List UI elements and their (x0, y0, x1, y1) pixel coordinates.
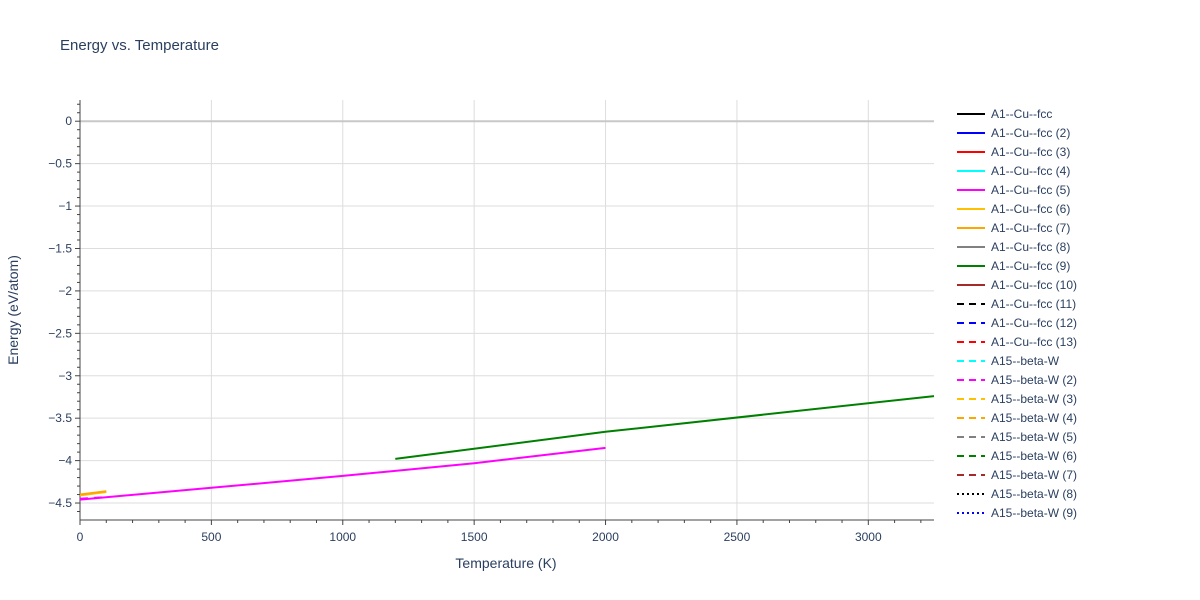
legend-item[interactable]: A1--Cu--fcc (13) (957, 335, 1077, 349)
plot-area[interactable] (79, 395, 935, 501)
y-tick-label: −0.5 (48, 157, 72, 171)
x-tick-label: 1000 (329, 530, 356, 544)
legend-label: A15--beta-W (9) (991, 506, 1077, 520)
legend-label: A1--Cu--fcc (8) (991, 240, 1070, 254)
y-tick-label: −3.5 (48, 411, 72, 425)
x-tick-label: 2000 (592, 530, 619, 544)
x-axis-title: Temperature (K) (455, 555, 556, 571)
legend-item[interactable]: A15--beta-W (9) (957, 506, 1077, 520)
legend-item[interactable]: A15--beta-W (957, 354, 1060, 368)
legend-item[interactable]: A1--Cu--fcc (957, 107, 1052, 121)
axes (75, 100, 934, 525)
y-tick-label: −1 (58, 199, 72, 213)
legend-item[interactable]: A1--Cu--fcc (5) (957, 183, 1070, 197)
x-tick-label: 1500 (461, 530, 488, 544)
legend-item[interactable]: A15--beta-W (8) (957, 487, 1077, 501)
legend-item[interactable]: A1--Cu--fcc (7) (957, 221, 1070, 235)
x-tick-label: 3000 (855, 530, 882, 544)
legend-label: A1--Cu--fcc (9) (991, 259, 1070, 273)
series-line[interactable] (79, 490, 107, 496)
legend-label: A1--Cu--fcc (7) (991, 221, 1070, 235)
series-line[interactable] (395, 395, 935, 460)
legend-item[interactable]: A1--Cu--fcc (3) (957, 145, 1070, 159)
x-tick-label: 0 (77, 530, 84, 544)
legend-item[interactable]: A1--Cu--fcc (11) (957, 297, 1076, 311)
legend-item[interactable]: A1--Cu--fcc (8) (957, 240, 1070, 254)
legend-label: A1--Cu--fcc (4) (991, 164, 1070, 178)
legend-label: A1--Cu--fcc (6) (991, 202, 1070, 216)
grid (80, 100, 934, 520)
legend-label: A1--Cu--fcc (2) (991, 126, 1070, 140)
legend-item[interactable]: A15--beta-W (4) (957, 411, 1077, 425)
legend-label: A15--beta-W (8) (991, 487, 1077, 501)
y-tick-label: −4 (58, 454, 72, 468)
legend-item[interactable]: A1--Cu--fcc (10) (957, 278, 1077, 292)
legend-label: A1--Cu--fcc (5) (991, 183, 1070, 197)
legend-item[interactable]: A1--Cu--fcc (12) (957, 316, 1077, 330)
y-tick-label: −4.5 (48, 496, 72, 510)
legend-label: A15--beta-W (3) (991, 392, 1077, 406)
legend-label: A15--beta-W (6) (991, 449, 1077, 463)
legend-item[interactable]: A15--beta-W (5) (957, 430, 1077, 444)
legend-label: A15--beta-W (4) (991, 411, 1077, 425)
legend-item[interactable]: A1--Cu--fcc (6) (957, 202, 1070, 216)
legend-item[interactable]: A1--Cu--fcc (2) (957, 126, 1070, 140)
legend-label: A15--beta-W (7) (991, 468, 1077, 482)
legend-label: A15--beta-W (2) (991, 373, 1077, 387)
legend-label: A1--Cu--fcc (13) (991, 335, 1077, 349)
legend-label: A1--Cu--fcc (11) (991, 297, 1076, 311)
legend-label: A1--Cu--fcc (3) (991, 145, 1070, 159)
series-line[interactable] (79, 496, 107, 500)
y-tick-label: −1.5 (48, 241, 72, 255)
tick-labels: 0 500 1000 1500 2000 2500 3000 0 −0.5 −1 −1.5 −2 −2.… (48, 114, 882, 544)
y-tick-label: −3 (58, 369, 72, 383)
y-tick-label: −2 (58, 284, 72, 298)
legend-item[interactable]: A1--Cu--fcc (4) (957, 164, 1070, 178)
y-axis-title: Energy (eV/atom) (5, 255, 21, 365)
legend-label: A15--beta-W (5) (991, 430, 1077, 444)
legend-label: A1--Cu--fcc (12) (991, 316, 1077, 330)
legend[interactable]: A1--Cu--fcc A1--Cu--fcc (2) A1--Cu--fcc (3… (957, 107, 1077, 520)
chart-title: Energy vs. Temperature (60, 37, 219, 54)
legend-item[interactable]: A15--beta-W (7) (957, 468, 1077, 482)
legend-label: A1--Cu--fcc (991, 107, 1052, 121)
y-tick-label: −2.5 (48, 326, 72, 340)
x-tick-label: 2500 (724, 530, 751, 544)
legend-item[interactable]: A15--beta-W (3) (957, 392, 1077, 406)
legend-item[interactable]: A15--beta-W (2) (957, 373, 1077, 387)
legend-item[interactable]: A1--Cu--fcc (9) (957, 259, 1070, 273)
y-tick-label: 0 (65, 114, 72, 128)
legend-label: A1--Cu--fcc (10) (991, 278, 1077, 292)
x-tick-label: 500 (201, 530, 221, 544)
series-line[interactable] (79, 446, 606, 501)
legend-label: A15--beta-W (991, 354, 1060, 368)
legend-item[interactable]: A15--beta-W (6) (957, 449, 1077, 463)
